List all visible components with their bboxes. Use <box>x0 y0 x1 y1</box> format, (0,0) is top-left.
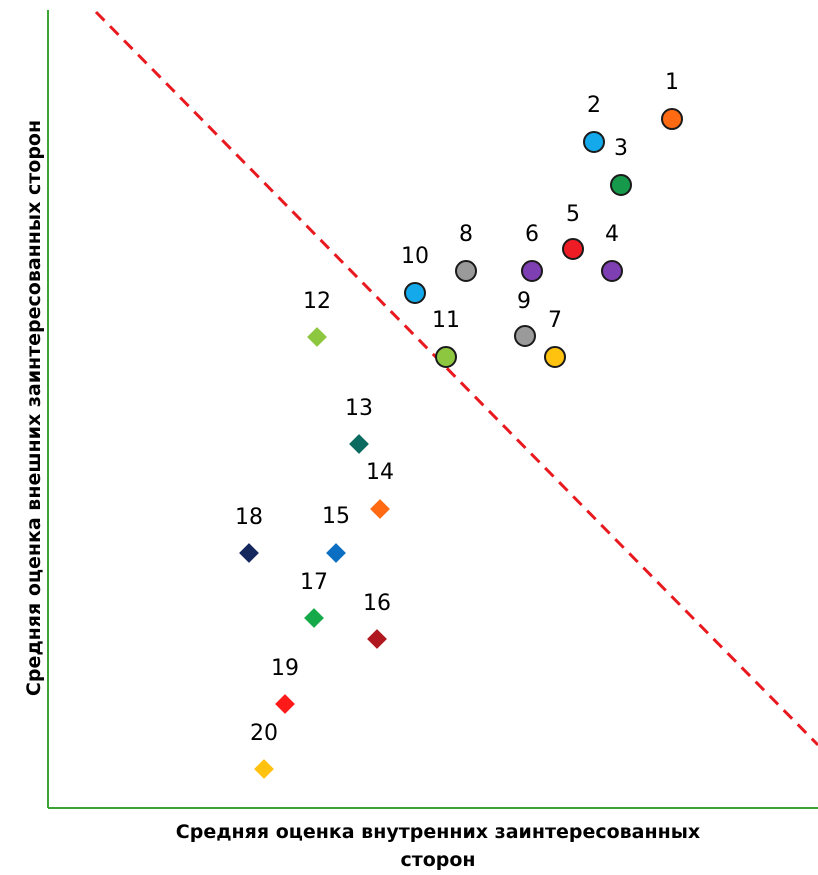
data-label-16: 16 <box>363 591 391 616</box>
data-point-8 <box>455 260 477 282</box>
reference-line <box>94 10 818 747</box>
data-point-13 <box>349 434 369 454</box>
data-label-5: 5 <box>566 202 580 227</box>
data-point-14 <box>370 499 390 519</box>
data-label-17: 17 <box>300 570 328 595</box>
x-axis-title-line2: сторон <box>400 849 475 871</box>
data-label-14: 14 <box>366 460 394 485</box>
data-point-3 <box>610 174 632 196</box>
data-label-3: 3 <box>614 136 628 161</box>
data-point-20 <box>254 759 274 779</box>
data-point-4 <box>601 260 623 282</box>
data-label-1: 1 <box>665 70 679 95</box>
data-label-13: 13 <box>345 396 373 421</box>
data-label-18: 18 <box>235 505 263 530</box>
data-point-11 <box>435 346 457 368</box>
data-point-18 <box>239 543 259 563</box>
data-label-15: 15 <box>322 504 350 529</box>
data-label-11: 11 <box>432 308 460 333</box>
data-point-1 <box>661 108 683 130</box>
data-point-15 <box>326 543 346 563</box>
data-point-2 <box>583 131 605 153</box>
data-point-5 <box>562 238 584 260</box>
data-point-12 <box>307 327 327 347</box>
data-point-10 <box>404 282 426 304</box>
data-label-12: 12 <box>303 289 331 314</box>
data-label-9: 9 <box>517 289 531 314</box>
data-point-7 <box>544 346 566 368</box>
data-label-6: 6 <box>525 222 539 247</box>
data-label-7: 7 <box>548 308 562 333</box>
data-label-8: 8 <box>459 222 473 247</box>
x-axis-title-line1: Средняя оценка внутренних заинтересованн… <box>176 821 700 843</box>
data-label-2: 2 <box>587 93 601 118</box>
data-point-6 <box>521 260 543 282</box>
data-label-4: 4 <box>605 222 619 247</box>
data-label-20: 20 <box>250 721 278 746</box>
data-point-16 <box>367 629 387 649</box>
data-point-19 <box>275 694 295 714</box>
data-label-19: 19 <box>271 656 299 681</box>
data-point-17 <box>304 608 324 628</box>
data-point-9 <box>514 325 536 347</box>
y-axis-title: Средняя оценка внешних заинтересованных … <box>23 120 45 696</box>
data-label-10: 10 <box>401 244 429 269</box>
